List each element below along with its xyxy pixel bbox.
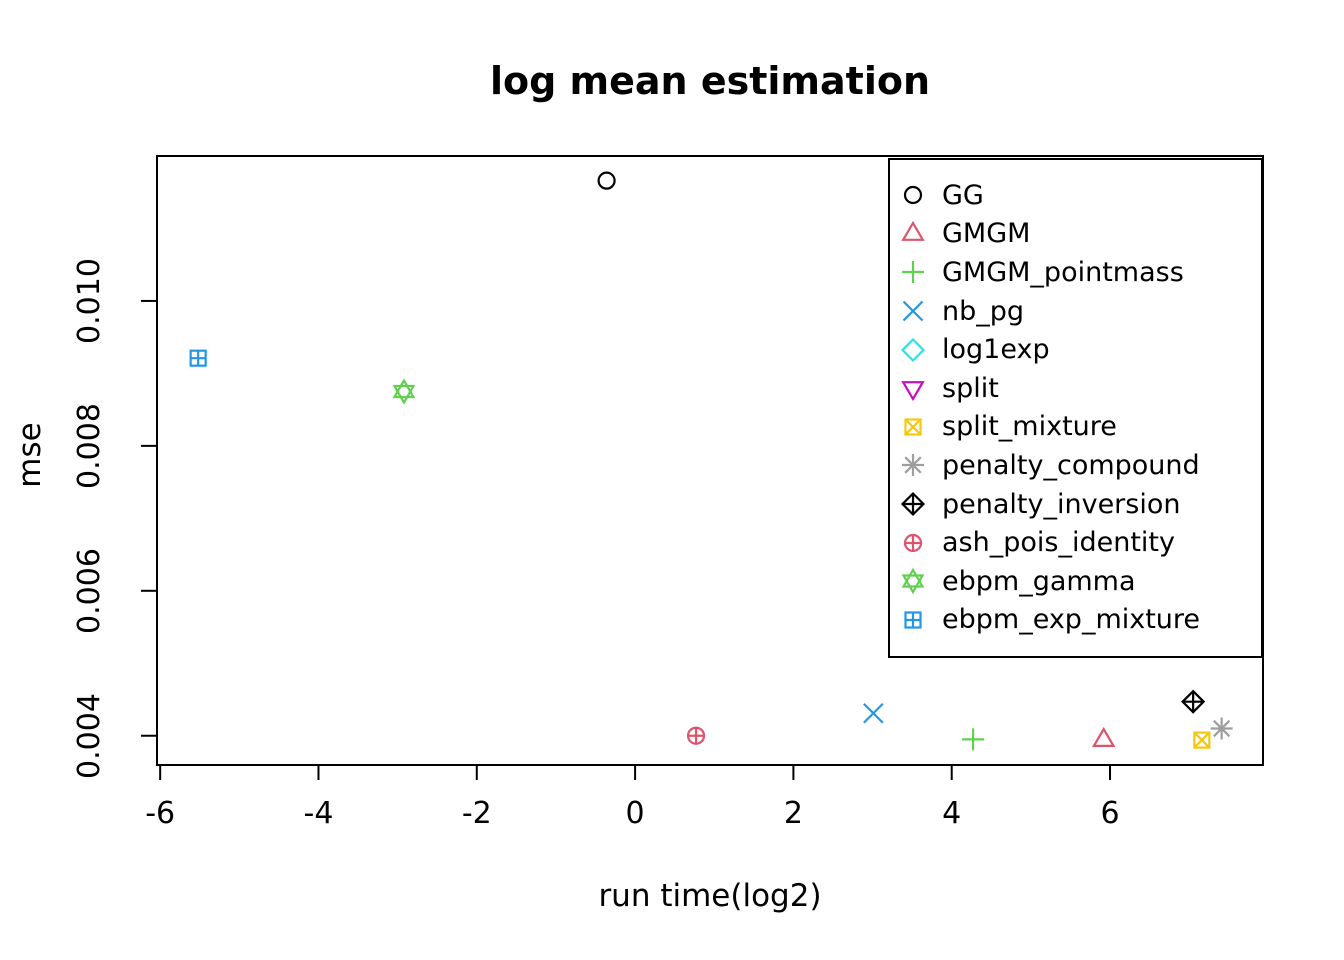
point-GMGM_pointmass [962, 728, 985, 751]
point-penalty_compound [1210, 717, 1233, 740]
x-axis-ticks [159, 764, 1112, 780]
legend-item-label: ebpm_exp_mixture [942, 604, 1201, 636]
x-tick-label: 2 [783, 796, 803, 831]
legend-item-label: GG [942, 179, 984, 211]
point-GMGM [1091, 726, 1116, 747]
plus-icon [902, 261, 924, 284]
legend-item-label: ebpm_gamma [942, 565, 1136, 597]
legend-item-ebpm_gamma: ebpm_gamma [890, 562, 1261, 601]
legend-item-GMGM_pointmass: GMGM_pointmass [890, 253, 1261, 292]
y-tick-label: 0.006 [72, 547, 107, 634]
legend-item-label: nb_pg [942, 295, 1025, 327]
point-ebpm_gamma [392, 378, 416, 405]
legend-item-log1exp: log1exp [890, 330, 1261, 369]
square-with-plus-icon [904, 611, 922, 629]
legend-item-ash_pois_identity: ash_pois_identity [890, 523, 1261, 562]
asterisk-icon [902, 454, 924, 477]
point-penalty_inversion [1181, 689, 1206, 714]
point-split_mixture [1193, 731, 1211, 749]
open-triangle-down-icon [901, 381, 925, 402]
legend-item-nb_pg: nb_pg [890, 292, 1261, 331]
legend-item-label: log1exp [942, 334, 1050, 366]
legend-item-label: penalty_inversion [942, 488, 1181, 520]
open-circle-icon [903, 186, 923, 205]
y-tick-label: 0.010 [72, 257, 107, 344]
legend-item-label: split_mixture [942, 411, 1117, 443]
x-cross-icon [902, 300, 924, 322]
legend: GG GMGM GMGM_pointmass nb_pg log1exp split spl… [888, 158, 1263, 658]
legend-item-penalty_compound: penalty_compound [890, 446, 1261, 485]
x-tick-label: 4 [942, 796, 962, 831]
point-nb_pg [863, 702, 884, 724]
x-tick-label: -4 [303, 796, 334, 831]
open-diamond-icon [900, 337, 926, 362]
point-ebpm_exp_mixture [189, 349, 207, 367]
x-tick-label: -2 [461, 796, 492, 831]
y-axis-label: mse [12, 422, 48, 488]
x-tick-label: 6 [1100, 796, 1120, 831]
legend-item-GG: GG [890, 176, 1261, 215]
point-GG [597, 171, 616, 190]
y-tick-label: 0.008 [72, 402, 107, 489]
square-with-x-icon [904, 418, 922, 436]
legend-item-GMGM: GMGM [890, 215, 1261, 254]
diamond-with-plus-icon [900, 491, 926, 517]
star-of-david-icon [901, 568, 925, 595]
legend-item-ebpm_exp_mixture: ebpm_exp_mixture [890, 601, 1261, 640]
legend-item-label: split [942, 372, 999, 404]
legend-item-penalty_inversion: penalty_inversion [890, 485, 1261, 524]
open-triangle-up-icon [901, 220, 925, 241]
chart-title: log mean estimation [489, 59, 931, 103]
y-tick-label: 0.004 [72, 692, 107, 779]
point-ash_pois_identity [686, 726, 706, 745]
x-tick-label: 0 [625, 796, 645, 831]
legend-item-label: penalty_compound [942, 449, 1200, 481]
legend-item-label: ash_pois_identity [942, 527, 1175, 559]
legend-item-label: GMGM [942, 218, 1031, 250]
legend-item-split_mixture: split_mixture [890, 408, 1261, 447]
legend-item-split: split [890, 369, 1261, 408]
x-axis-label: run time(log2) [598, 878, 822, 914]
legend-item-label: GMGM_pointmass [942, 256, 1184, 288]
y-axis-ticks [141, 299, 157, 737]
circle-with-plus-icon [903, 533, 923, 552]
x-tick-label: -6 [145, 796, 176, 831]
